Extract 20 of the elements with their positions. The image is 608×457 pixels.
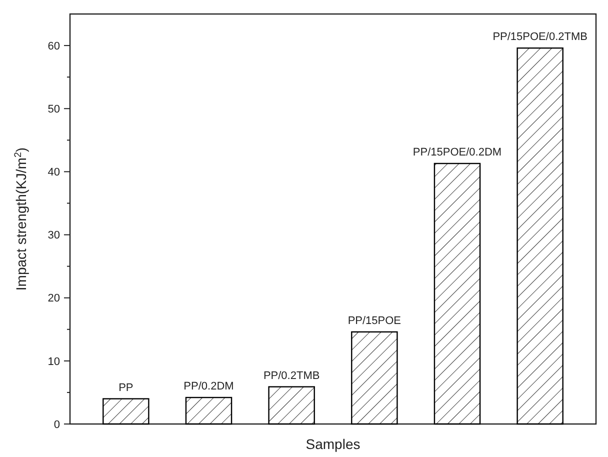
x-tick-label: PP/0.2TMB [263, 370, 320, 382]
bar [516, 47, 564, 425]
y-tick-label: 30 [48, 230, 60, 242]
bar [434, 162, 481, 425]
bar [351, 331, 398, 425]
bar [102, 398, 150, 425]
bar [185, 396, 232, 425]
y-tick-label: 60 [48, 40, 60, 52]
x-tick-label: PP/0.2DM [184, 380, 234, 393]
x-tick-label: PP/15POE [348, 314, 402, 327]
x-tick-label: PP/15POE/0.2TMB [492, 31, 588, 44]
bar [268, 386, 315, 425]
x-axis-title: Samples [306, 436, 360, 452]
y-tick-label: 20 [48, 292, 60, 305]
y-tick-label: 50 [48, 103, 60, 116]
y-tick-label: 10 [48, 356, 60, 368]
y-tick-label: 40 [48, 166, 60, 179]
y-tick-label: 0 [54, 418, 60, 431]
x-tick-label: PP [118, 382, 134, 394]
x-tick-label: PP/15POE/0.2DM [412, 146, 502, 158]
